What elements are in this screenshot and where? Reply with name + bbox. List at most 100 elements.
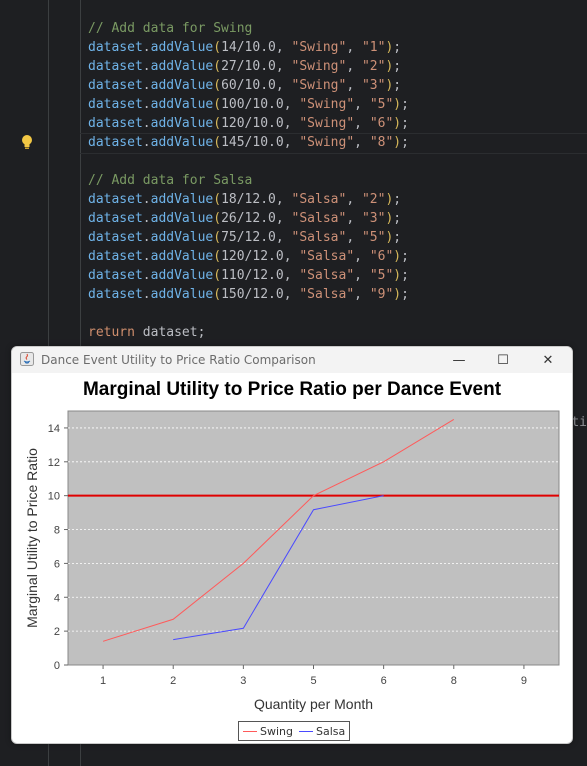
code-line[interactable]: dataset.addValue(26/12.0, "Salsa", "3"); [88,211,402,226]
y-tick-label: 2 [54,626,60,638]
code-line[interactable]: dataset.addValue(18/12.0, "Salsa", "2"); [88,192,402,207]
x-tick-label: 8 [451,675,457,687]
code-line[interactable]: // Add data for Swing [88,19,252,38]
code-arg-category: "3" [361,78,386,93]
code-arg-value: 14/10.0, [221,40,292,55]
code-line[interactable]: dataset.addValue(60/10.0, "Swing", "3"); [88,78,402,93]
code-line[interactable]: dataset.addValue(27/10.0, "Swing", "2"); [88,59,402,74]
code-line[interactable]: dataset.addValue(100/10.0, "Swing", "5")… [88,97,409,112]
code-arg-value: 75/12.0, [221,230,292,245]
code-method: addValue [150,59,214,74]
chart-legend: Swing Salsa [238,721,351,741]
code-receiver: dataset [88,97,143,112]
minimize-button[interactable]: — [452,352,466,368]
y-axis-label: Marginal Utility to Price Ratio [24,448,40,628]
y-tick-label: 8 [54,525,60,537]
x-tick-label: 3 [240,675,246,687]
code-arg-category: "5" [369,97,394,112]
x-axis-label: Quantity per Month [254,696,373,712]
x-tick-label: 2 [170,675,176,687]
code-method: addValue [150,116,214,131]
code-line[interactable]: dataset.addValue(150/12.0, "Salsa", "9")… [88,287,409,302]
code-arg-category: "2" [361,192,386,207]
y-tick-label: 14 [48,423,60,435]
code-arg-category: "5" [361,230,386,245]
code-arg-series: "Salsa" [299,287,355,302]
code-method: addValue [150,40,214,55]
y-tick-label: 10 [48,491,60,503]
code-line[interactable]: dataset.addValue(75/12.0, "Salsa", "5"); [88,230,402,245]
code-arg-category: "5" [369,268,394,283]
current-line-highlight [80,133,587,154]
code-receiver: dataset [88,249,143,264]
code-line[interactable]: // Add data for Salsa [88,171,252,190]
code-arg-value: 18/12.0, [221,192,292,207]
legend-item: Swing [243,725,293,738]
maximize-button[interactable]: ☐ [497,352,509,368]
code-arg-category: "9" [369,287,394,302]
code-line[interactable]: return dataset; [88,323,205,342]
x-tick-label: 9 [521,675,527,687]
code-line[interactable]: dataset.addValue(145/10.0, "Swing", "8")… [88,135,409,150]
code-arg-value: 150/12.0, [221,287,300,302]
code-arg-value: 100/10.0, [221,97,300,112]
code-arg-series: "Swing" [291,40,347,55]
chart-window[interactable]: Dance Event Utility to Price Ratio Compa… [11,346,573,744]
code-arg-series: "Salsa" [299,249,355,264]
code-arg-category: "6" [369,249,394,264]
code-method: addValue [150,230,214,245]
close-button[interactable]: ✕ [542,352,554,368]
code-receiver: dataset [88,78,143,93]
code-method: addValue [150,249,214,264]
window-titlebar[interactable]: Dance Event Utility to Price Ratio Compa… [12,347,572,373]
code-arg-series: "Swing" [291,78,347,93]
code-receiver: dataset [88,192,143,207]
series-line-salsa [173,495,384,641]
code-arg-value: 26/12.0, [221,211,292,226]
lightbulb-icon[interactable] [21,134,33,150]
legend-swatch [243,730,257,732]
code-receiver: dataset [88,59,143,74]
code-method: addValue [150,97,214,112]
code-arg-value: 145/10.0, [221,135,300,150]
code-receiver: dataset [88,116,143,131]
code-arg-series: "Salsa" [291,192,347,207]
y-tick-label: 4 [54,592,60,604]
y-tick-label: 0 [54,660,60,672]
code-text: dataset; [134,325,206,340]
plot-area [67,410,560,666]
code-line[interactable]: dataset.addValue(14/10.0, "Swing", "1"); [88,40,402,55]
code-method: addValue [150,287,214,302]
code-line[interactable]: dataset.addValue(110/12.0, "Salsa", "5")… [88,268,409,283]
code-keyword: return [88,325,135,340]
code-arg-value: 60/10.0, [221,78,292,93]
java-app-icon [20,352,34,366]
code-arg-category: "2" [361,59,386,74]
code-line[interactable]: dataset.addValue(120/12.0, "Salsa", "6")… [88,249,409,264]
code-line[interactable]: dataset.addValue(120/10.0, "Swing", "6")… [88,116,409,131]
code-arg-series: "Swing" [299,135,355,150]
code-arg-value: 27/10.0, [221,59,292,74]
y-tick-label: 12 [48,457,60,469]
chart-title: Marginal Utility to Price Ratio per Danc… [82,379,502,400]
code-method: addValue [150,135,214,150]
code-receiver: dataset [88,135,143,150]
code-arg-series: "Salsa" [291,211,347,226]
window-title: Dance Event Utility to Price Ratio Compa… [41,353,316,367]
legend-label: Swing [260,724,293,738]
y-tick-label: 6 [54,558,60,570]
series-line-swing [102,419,455,642]
code-arg-category: "3" [361,211,386,226]
code-arg-series: "Salsa" [299,268,355,283]
code-method: addValue [150,211,214,226]
legend-item: Salsa [299,725,345,738]
code-arg-value: 120/10.0, [221,116,300,131]
code-arg-series: "Swing" [291,59,347,74]
code-receiver: dataset [88,40,143,55]
code-arg-value: 120/12.0, [221,249,300,264]
x-tick-label: 5 [310,675,316,687]
code-arg-value: 110/12.0, [221,268,300,283]
code-receiver: dataset [88,268,143,283]
legend-swatch [299,730,313,732]
